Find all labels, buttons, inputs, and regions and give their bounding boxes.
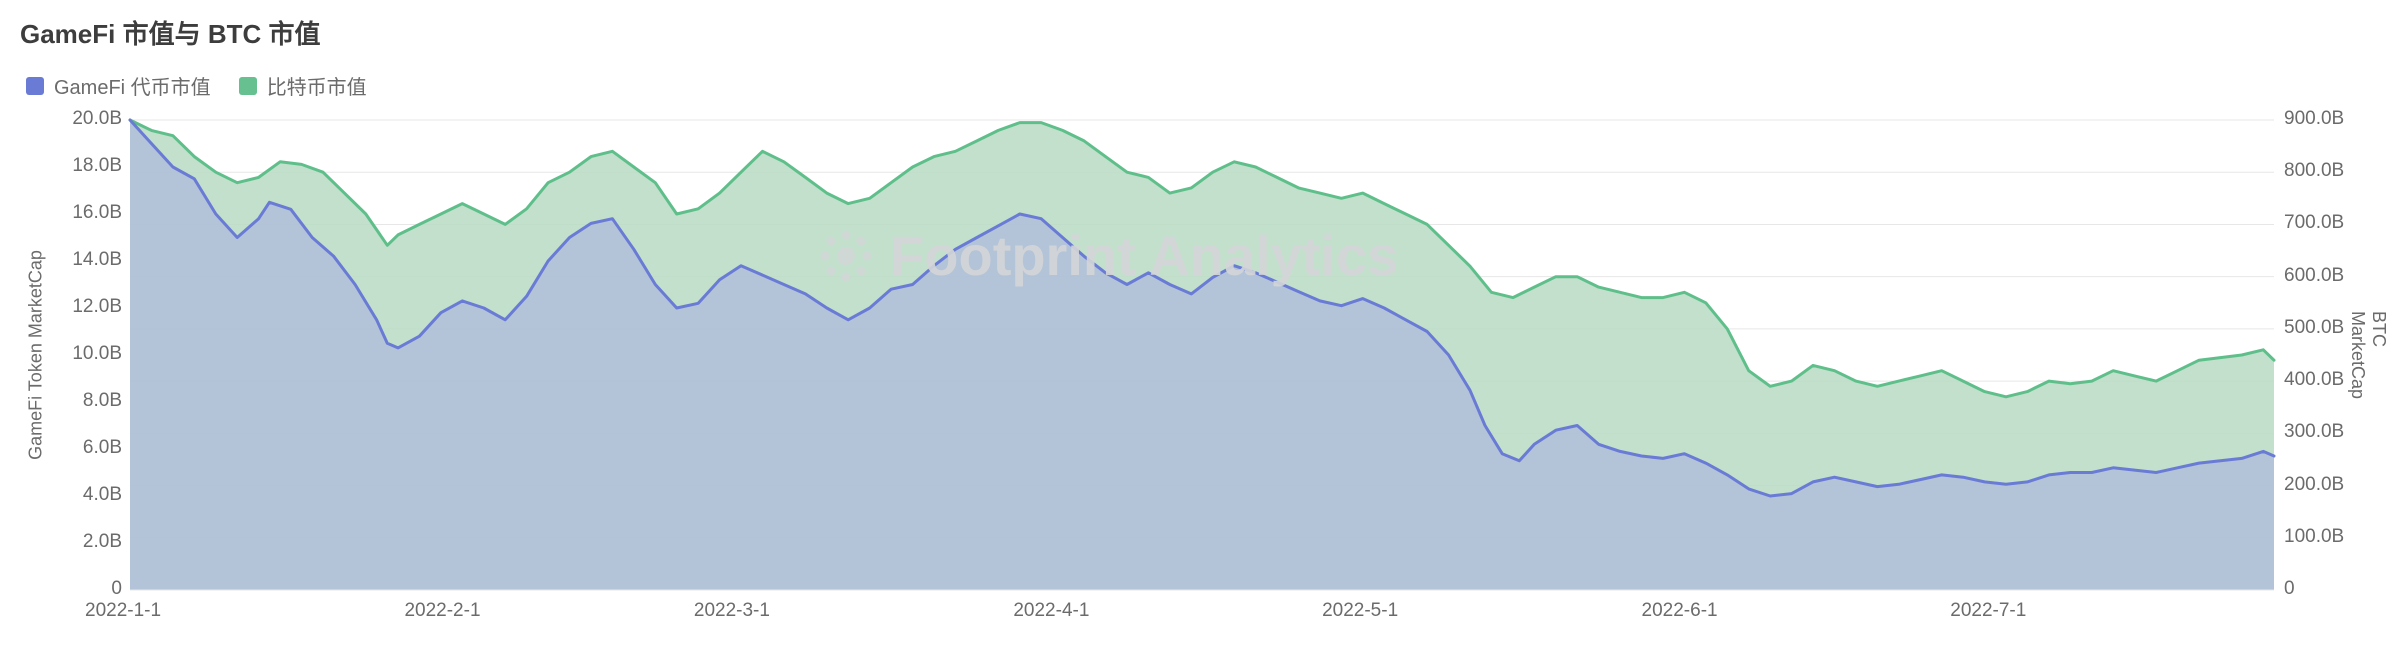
legend: GameFi 代币市值 比特币市值	[26, 71, 2384, 100]
y-right-tick: 0	[2284, 578, 2295, 600]
y-left-tick: 16.0B	[72, 202, 122, 224]
x-tick: 2022-6-1	[1642, 600, 1718, 622]
y-left-tick: 18.0B	[72, 155, 122, 177]
legend-label-btc: 比特币市值	[267, 71, 367, 100]
legend-label-gamefi: GameFi 代币市值	[54, 71, 211, 100]
y-left-tick: 6.0B	[83, 437, 122, 459]
chart-container: GameFi 市值与 BTC 市值 GameFi 代币市值 比特币市值	[0, 0, 2404, 648]
y-right-tick: 300.0B	[2284, 421, 2344, 443]
y-left-title: GameFi Token MarketCap	[26, 250, 47, 460]
x-tick: 2022-1-1	[85, 600, 161, 622]
y-right-title: BTC MarketCap	[2347, 311, 2389, 399]
y-right-tick: 700.0B	[2284, 212, 2344, 234]
y-left-tick: 8.0B	[83, 390, 122, 412]
legend-swatch-gamefi	[26, 77, 44, 95]
chart-title: GameFi 市值与 BTC 市值	[20, 14, 2384, 51]
y-left-tick: 14.0B	[72, 249, 122, 271]
y-right-tick: 400.0B	[2284, 369, 2344, 391]
x-tick: 2022-4-1	[1013, 600, 1089, 622]
y-right-tick: 800.0B	[2284, 160, 2344, 182]
x-tick: 2022-7-1	[1950, 600, 2026, 622]
y-right-tick: 900.0B	[2284, 108, 2344, 130]
x-tick: 2022-5-1	[1322, 600, 1398, 622]
y-right-tick: 100.0B	[2284, 526, 2344, 548]
y-left-tick: 2.0B	[83, 531, 122, 553]
x-tick: 2022-2-1	[404, 600, 480, 622]
y-left-tick: 12.0B	[72, 296, 122, 318]
y-left-tick: 4.0B	[83, 484, 122, 506]
y-right-tick: 500.0B	[2284, 317, 2344, 339]
chart-svg	[20, 114, 2384, 634]
legend-item-btc[interactable]: 比特币市值	[239, 71, 367, 100]
y-left-tick: 0	[111, 578, 122, 600]
legend-swatch-btc	[239, 77, 257, 95]
legend-item-gamefi[interactable]: GameFi 代币市值	[26, 71, 211, 100]
y-right-tick: 200.0B	[2284, 474, 2344, 496]
y-left-tick: 10.0B	[72, 343, 122, 365]
y-right-tick: 600.0B	[2284, 265, 2344, 287]
x-tick: 2022-3-1	[694, 600, 770, 622]
y-left-tick: 20.0B	[72, 108, 122, 130]
plot-area: Footprint Analytics 02.0B4.0B6.0B8.0B10.…	[20, 114, 2384, 634]
